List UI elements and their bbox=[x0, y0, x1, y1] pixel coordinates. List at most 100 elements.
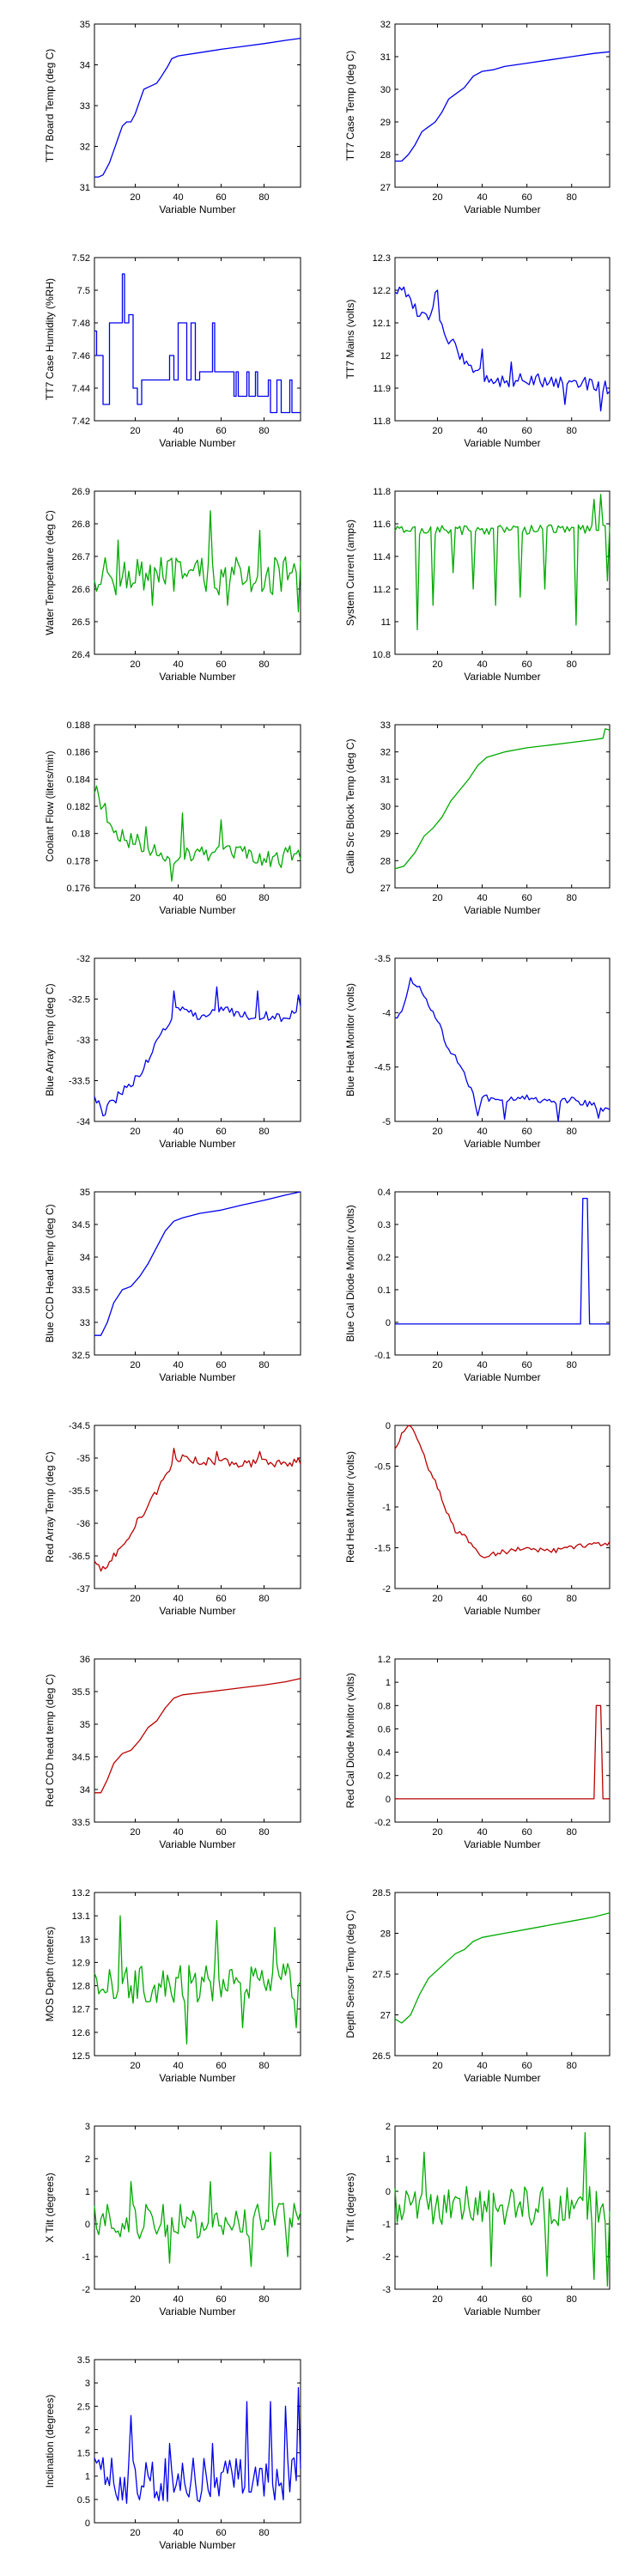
y-tick-label: 12.2 bbox=[373, 286, 391, 296]
x-tick-label: 20 bbox=[432, 192, 442, 203]
x-tick-label: 60 bbox=[522, 893, 532, 903]
x-tick-label: 80 bbox=[567, 2061, 577, 2071]
plot-frame bbox=[94, 957, 301, 1122]
y-tick-label: -33 bbox=[76, 1036, 90, 1046]
y-tick-label: 1 bbox=[85, 2187, 90, 2197]
y-tick-label: 32 bbox=[380, 748, 391, 758]
y-tick-label: 0 bbox=[386, 2187, 391, 2197]
x-tick-label: 60 bbox=[216, 426, 226, 436]
chart-red-heat-monitor: -2 -1.5 -1 -0.5 0 20 40 60 80 Variable Number Red … bbox=[344, 1421, 611, 1617]
plot-frame bbox=[394, 257, 611, 422]
plot-frame bbox=[394, 724, 611, 889]
y-tick-label: 11.2 bbox=[373, 585, 391, 595]
y-tick-label: 26.7 bbox=[72, 552, 90, 562]
x-tick-label: 80 bbox=[258, 659, 269, 670]
x-tick-label: 80 bbox=[567, 1827, 577, 1838]
x-tick-label: 20 bbox=[130, 1360, 140, 1370]
y-axis-label: Water Temperature (deg C) bbox=[44, 510, 56, 635]
x-tick-label: 20 bbox=[432, 893, 442, 903]
y-tick-label: -2 bbox=[82, 2285, 90, 2295]
x-tick-label: 40 bbox=[477, 1827, 487, 1838]
x-tick-label: 60 bbox=[522, 1127, 532, 1137]
x-tick-label: 20 bbox=[130, 893, 140, 903]
x-tick-label: 80 bbox=[258, 2528, 269, 2538]
x-tick-label: 80 bbox=[567, 1594, 577, 1604]
y-axis-label: Inclination (degrees) bbox=[44, 2395, 56, 2488]
x-tick-label: 60 bbox=[522, 2061, 532, 2071]
x-tick-label: 20 bbox=[130, 1827, 140, 1838]
y-tick-label: 12.8 bbox=[72, 1982, 90, 1992]
y-tick-label: 29 bbox=[380, 829, 391, 840]
y-tick-label: 7.44 bbox=[72, 384, 90, 394]
y-tick-label: 34 bbox=[80, 61, 90, 71]
y-tick-label: 30 bbox=[380, 85, 391, 95]
x-axis-label: Variable Number bbox=[159, 2306, 235, 2318]
chart-red-cal-diode-monitor: -0.2 0 0.2 0.4 0.6 0.8 1 1.2 20 40 60 80 Variable Nu… bbox=[344, 1655, 611, 1850]
x-tick-label: 60 bbox=[216, 192, 226, 203]
y-tick-label: 26.6 bbox=[72, 585, 90, 595]
y-tick-label: 29 bbox=[380, 118, 391, 128]
series-line bbox=[394, 1425, 611, 1558]
y-axis-label: TT7 Board Temp (deg C) bbox=[44, 49, 56, 163]
y-axis-label: MOS Depth (meters) bbox=[44, 1927, 56, 2022]
y-tick-label: 31 bbox=[380, 775, 391, 785]
x-tick-label: 40 bbox=[173, 2061, 183, 2071]
plot-frame bbox=[394, 1425, 611, 1589]
x-tick-label: 60 bbox=[522, 1827, 532, 1838]
y-axis-label: Calib Src Block Temp (deg C) bbox=[344, 738, 356, 873]
y-tick-label: 7.48 bbox=[72, 319, 90, 329]
x-tick-label: 60 bbox=[216, 2061, 226, 2071]
y-tick-label: 12.6 bbox=[72, 2028, 90, 2038]
x-tick-label: 40 bbox=[477, 893, 487, 903]
plot-frame bbox=[94, 2125, 301, 2290]
y-tick-label: -2 bbox=[382, 2252, 391, 2263]
series-line bbox=[94, 2386, 301, 2504]
x-tick-label: 40 bbox=[173, 426, 183, 436]
x-axis-label: Variable Number bbox=[464, 671, 540, 683]
x-tick-label: 20 bbox=[432, 659, 442, 670]
y-tick-label: 32.5 bbox=[72, 1351, 90, 1361]
series-line bbox=[395, 1704, 610, 1800]
chart-x-tilt: -2 -1 0 1 2 3 20 40 60 80 Variable Number X Tilt (d… bbox=[44, 2122, 301, 2318]
x-tick-label: 20 bbox=[432, 1360, 442, 1370]
y-axis-label: Blue Heat Monitor (volts) bbox=[344, 983, 356, 1097]
y-tick-label: 0.182 bbox=[66, 802, 90, 812]
y-tick-label: 27 bbox=[380, 2011, 391, 2021]
x-axis-label: Variable Number bbox=[464, 1371, 540, 1383]
y-tick-label: 7.5 bbox=[77, 286, 90, 296]
x-tick-label: 80 bbox=[258, 2061, 269, 2071]
x-axis-label: Variable Number bbox=[159, 2539, 235, 2551]
y-tick-label: -4 bbox=[382, 1008, 391, 1018]
y-tick-label: 35 bbox=[80, 1720, 90, 1730]
y-tick-label: -4.5 bbox=[374, 1063, 391, 1073]
x-tick-label: 80 bbox=[258, 426, 269, 436]
series-line bbox=[94, 1191, 301, 1336]
chart-water-temperature: 26.4 26.5 26.6 26.7 26.8 26.9 20 40 60 80 Variable… bbox=[44, 487, 301, 683]
y-tick-label: 0.8 bbox=[378, 1701, 391, 1711]
x-axis-label: Variable Number bbox=[159, 904, 235, 916]
y-tick-label: 1.2 bbox=[378, 1655, 391, 1665]
y-axis-label: TT7 Mains (volts) bbox=[344, 300, 356, 380]
chart-tt7-case-humidity: 7.42 7.44 7.46 7.48 7.5 7.52 20 40 60 80 Variable … bbox=[44, 253, 301, 449]
y-tick-label: 13.2 bbox=[72, 1888, 90, 1899]
chart-system-current: 10.8 11 11.2 11.4 11.6 11.8 20 40 60 80 Variable N… bbox=[344, 487, 611, 683]
y-tick-label: 3.5 bbox=[77, 2355, 90, 2366]
series-line bbox=[94, 510, 301, 613]
y-tick-label: 0.2 bbox=[378, 1771, 391, 1782]
x-tick-label: 80 bbox=[258, 1827, 269, 1838]
y-tick-label: 28 bbox=[380, 856, 391, 866]
x-tick-label: 80 bbox=[567, 192, 577, 203]
x-axis-label: Variable Number bbox=[159, 1138, 235, 1150]
x-tick-label: 40 bbox=[477, 192, 487, 203]
x-tick-label: 20 bbox=[130, 2528, 140, 2538]
x-tick-label: 60 bbox=[216, 1360, 226, 1370]
y-tick-label: 33 bbox=[80, 101, 90, 112]
y-tick-label: 0.188 bbox=[66, 720, 90, 731]
y-tick-label: 0.5 bbox=[77, 2495, 90, 2506]
y-tick-label: 0.178 bbox=[66, 856, 90, 866]
series-line bbox=[94, 986, 301, 1117]
x-tick-label: 80 bbox=[258, 1360, 269, 1370]
y-tick-label: 34.5 bbox=[72, 1753, 90, 1763]
y-tick-label: 12.7 bbox=[72, 2005, 90, 2015]
